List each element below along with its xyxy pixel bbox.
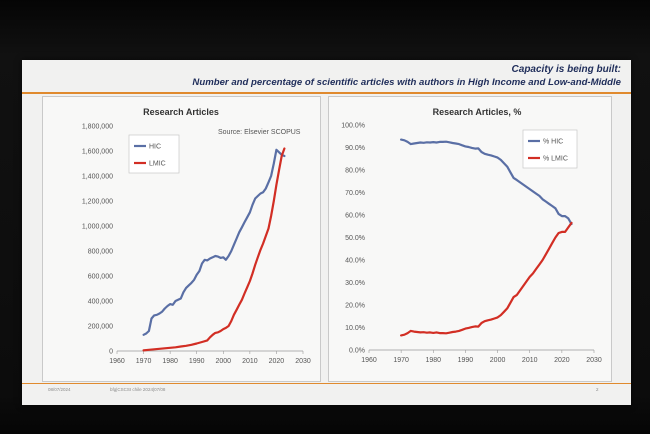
x-tick-label: 2010: [522, 357, 538, 364]
legend-box: [128, 134, 180, 174]
y-tick-label: 0.0%: [349, 348, 365, 355]
footer-divider: [22, 383, 631, 384]
y-tick-label: 90.0%: [345, 145, 365, 152]
chart-panel-percent: Research Articles, % 0.0% 10.0% 20.0% 30.0% 4…: [328, 96, 612, 382]
x-tick-label: 2010: [242, 358, 258, 365]
y-tick-label: 10.0%: [345, 325, 365, 332]
legend-box: [522, 129, 578, 169]
y-tick-label: 80.0%: [345, 168, 365, 175]
footer-reference: bfg|CSCSI chile 2024|07/08: [110, 387, 166, 392]
y-tick-label: 20.0%: [345, 303, 365, 310]
slide-title: Capacity is being built:: [511, 64, 621, 75]
y-tick-label: 1,400,000: [82, 174, 113, 181]
y-tick-label: 1,800,000: [82, 124, 113, 131]
y-tick-label: 1,600,000: [82, 149, 113, 156]
y-tick-label: 30.0%: [345, 280, 365, 287]
legend: % HIC % LMIC: [522, 129, 578, 169]
x-tick-label: 1960: [361, 357, 377, 364]
x-tick-label: 1960: [109, 358, 125, 365]
chart-panel-articles: Research Articles 0 200,000 400,000 600,000 8…: [42, 96, 321, 382]
legend-label: % HIC: [543, 139, 563, 146]
y-tick-label: 70.0%: [345, 190, 365, 197]
slide: Capacity is being built: Number and perc…: [22, 60, 631, 405]
x-tick-label: 2000: [215, 358, 231, 365]
y-tick-label: 40.0%: [345, 258, 365, 265]
chart-title: Research Articles, %: [433, 107, 522, 117]
y-tick-label: 600,000: [88, 274, 113, 281]
x-tick-label: 2030: [295, 358, 311, 365]
footer-date: 08/07/2024: [48, 387, 71, 392]
series-line-hic: [399, 138, 573, 226]
percent-chart: Research Articles, % 0.0% 10.0% 20.0% 30.0% 4…: [341, 107, 602, 364]
y-tick-label: 60.0%: [345, 213, 365, 220]
y-tick-label: 400,000: [88, 299, 113, 306]
x-tick-label: 2000: [490, 357, 506, 364]
legend-label: HIC: [149, 144, 161, 151]
y-tick-label: 800,000: [88, 249, 113, 256]
articles-chart: Research Articles 0 200,000 400,000 600,000 8…: [82, 107, 311, 365]
slide-subtitle: Number and percentage of scientific arti…: [192, 77, 621, 88]
x-tick-label: 2020: [554, 357, 570, 364]
x-tick-label: 2030: [586, 357, 602, 364]
x-tick-label: 1980: [425, 357, 441, 364]
y-tick-label: 200,000: [88, 324, 113, 331]
chart-title: Research Articles: [143, 107, 219, 117]
title-divider: [22, 92, 631, 94]
y-tick-label: 1,200,000: [82, 199, 113, 206]
page-number: 2: [596, 387, 599, 392]
legend-label: % LMIC: [543, 156, 568, 163]
x-tick-label: 2020: [269, 358, 285, 365]
legend-label: LMIC: [149, 161, 166, 168]
source-note: Source: Elsevier SCOPUS: [218, 129, 301, 136]
x-tick-label: 1970: [136, 358, 152, 365]
series-line-lmic: [142, 147, 286, 352]
x-tick-label: 1970: [393, 357, 409, 364]
x-tick-label: 1990: [189, 358, 205, 365]
x-tick-label: 1990: [458, 357, 474, 364]
x-tick-label: 1980: [162, 358, 178, 365]
y-tick-label: 100.0%: [341, 123, 365, 130]
series-line-hic: [142, 148, 286, 336]
y-tick-label: 50.0%: [345, 235, 365, 242]
series-line-lmic: [399, 221, 573, 337]
y-tick-label: 0: [109, 349, 113, 356]
legend: HIC LMIC: [128, 134, 180, 174]
y-tick-label: 1,000,000: [82, 224, 113, 231]
